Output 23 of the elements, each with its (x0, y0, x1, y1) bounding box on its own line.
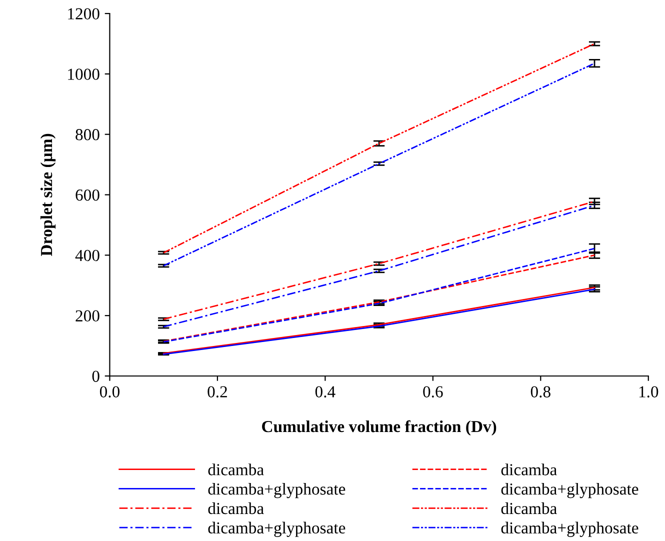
y-tick-label: 800 (76, 129, 100, 140)
x-tick-label: 0.4 (315, 386, 336, 398)
y-tick-label: 0 (92, 370, 100, 382)
legend-label: dicamba+glyphosate (501, 522, 638, 537)
x-tick-label: 0.0 (100, 386, 120, 398)
legend-label: dicamba+glyphosate (208, 482, 346, 498)
y-tick-label: 200 (76, 310, 100, 322)
legend-label: dicamba+glyphosate (501, 482, 638, 498)
y-tick-label: 1000 (68, 68, 100, 80)
x-tick-label: 0.8 (530, 386, 550, 398)
y-tick-label: 600 (76, 189, 100, 201)
legend-label: dicamba (501, 464, 557, 476)
legend-label: dicamba (208, 502, 264, 514)
y-tick-label: 1200 (68, 8, 100, 20)
x-tick-label: 0.6 (423, 386, 443, 398)
x-tick-label: 1.0 (639, 386, 658, 398)
x-axis-title: Cumulative volume fraction (Dv) (262, 420, 496, 436)
y-tick-label: 400 (75, 250, 100, 262)
legend-label: dicamba+glyphosate (208, 522, 346, 537)
legend-label: dicamba (501, 502, 557, 514)
y-axis-title: Droplet size (µm) (40, 134, 56, 256)
x-tick-label: 0.2 (208, 386, 227, 398)
legend-label: dicamba (208, 464, 264, 476)
